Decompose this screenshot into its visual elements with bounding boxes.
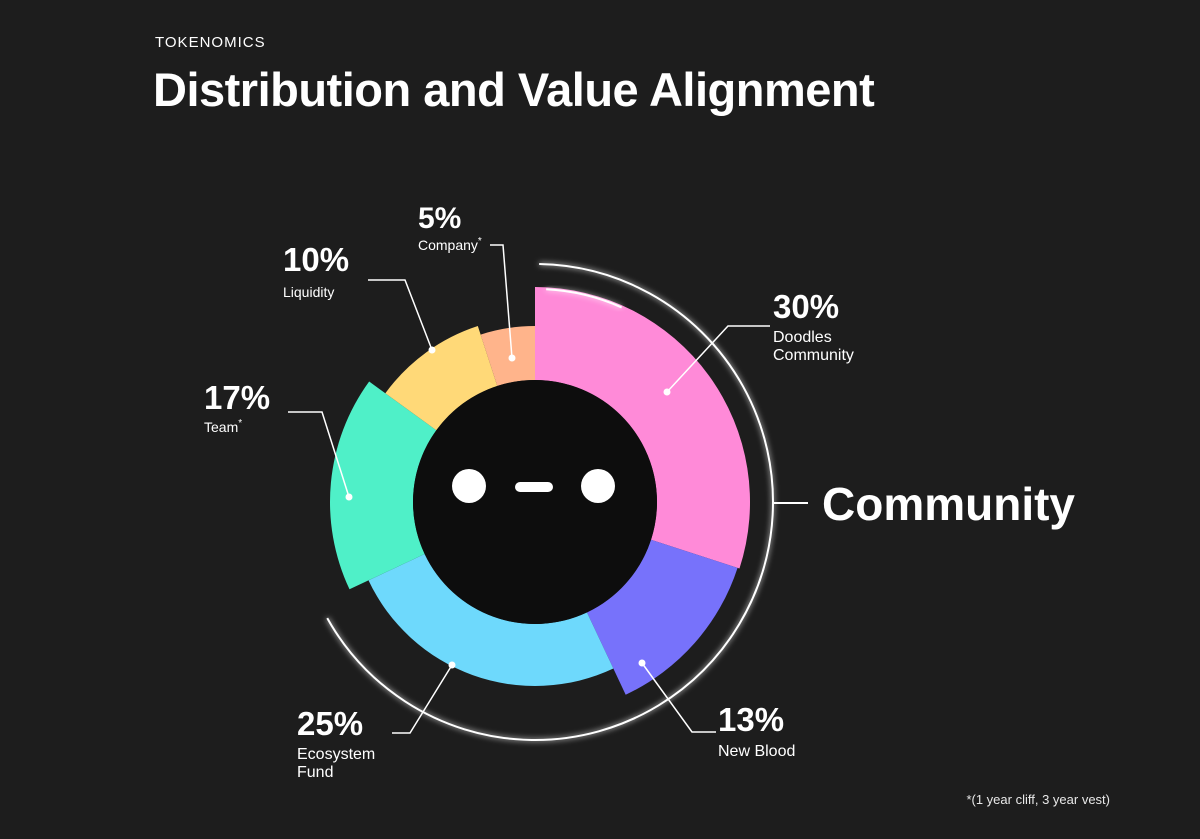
slice-label-team: Team* [204,418,242,435]
page-title: Distribution and Value Alignment [153,63,875,116]
slice-label-ecosystem-fund: Ecosystem Fund [297,746,375,781]
slice-doodles-community [535,287,751,569]
chart-leader-lines [288,244,770,734]
community-bracket-outer-arc [326,263,774,741]
leader-line-new-blood [641,662,716,733]
vesting-footnote: *(1 year cliff, 3 year vest) [966,792,1110,807]
data-label-company: 5% [418,202,461,235]
leader-line-ecosystem-fund [392,664,453,734]
slice-ecosystem-fund [368,553,614,686]
leader-dot-doodles-community [663,388,671,396]
face-left-eye-icon [452,469,486,503]
data-label-doodles-community: 30% [773,288,839,325]
chart-slices [330,287,751,695]
slice-label-company: Company* [418,236,482,253]
group-label-community: Community [822,478,1075,530]
slice-label-doodles-community: Doodles Community [773,329,854,364]
leader-dot-ecosystem-fund [448,661,456,669]
slice-company [480,326,535,386]
chart-slice-labels: 30% Doodles Community 13% New Blood 25% Ecosys… [204,202,854,781]
leader-dot-liquidity [428,346,436,354]
section-eyebrow: TOKENOMICS [155,34,266,51]
slice-label-liquidity: Liquidity [283,284,334,300]
slice-liquidity [385,326,498,431]
face-right-eye-icon [581,469,615,503]
slice-new-blood [586,539,738,695]
data-label-new-blood: 13% [718,701,784,738]
leader-dot-company [508,354,516,362]
data-label-liquidity: 10% [283,241,349,278]
face-mouth-icon [515,482,553,492]
slice-team [330,381,437,590]
data-label-ecosystem-fund: 25% [297,705,363,742]
face-circle [413,380,657,624]
leader-dot-new-blood [638,659,646,667]
slice-label-new-blood: New Blood [718,743,795,760]
leader-line-liquidity [368,279,433,351]
community-bracket-inner-arc [546,288,623,309]
data-label-team: 17% [204,379,270,416]
leader-line-doodles-community [666,325,770,393]
chart-center-face [413,380,657,624]
community-bracket: Community [326,263,1075,741]
leader-dot-team [345,493,353,501]
leader-line-team [288,411,350,498]
leader-line-company [490,244,513,359]
